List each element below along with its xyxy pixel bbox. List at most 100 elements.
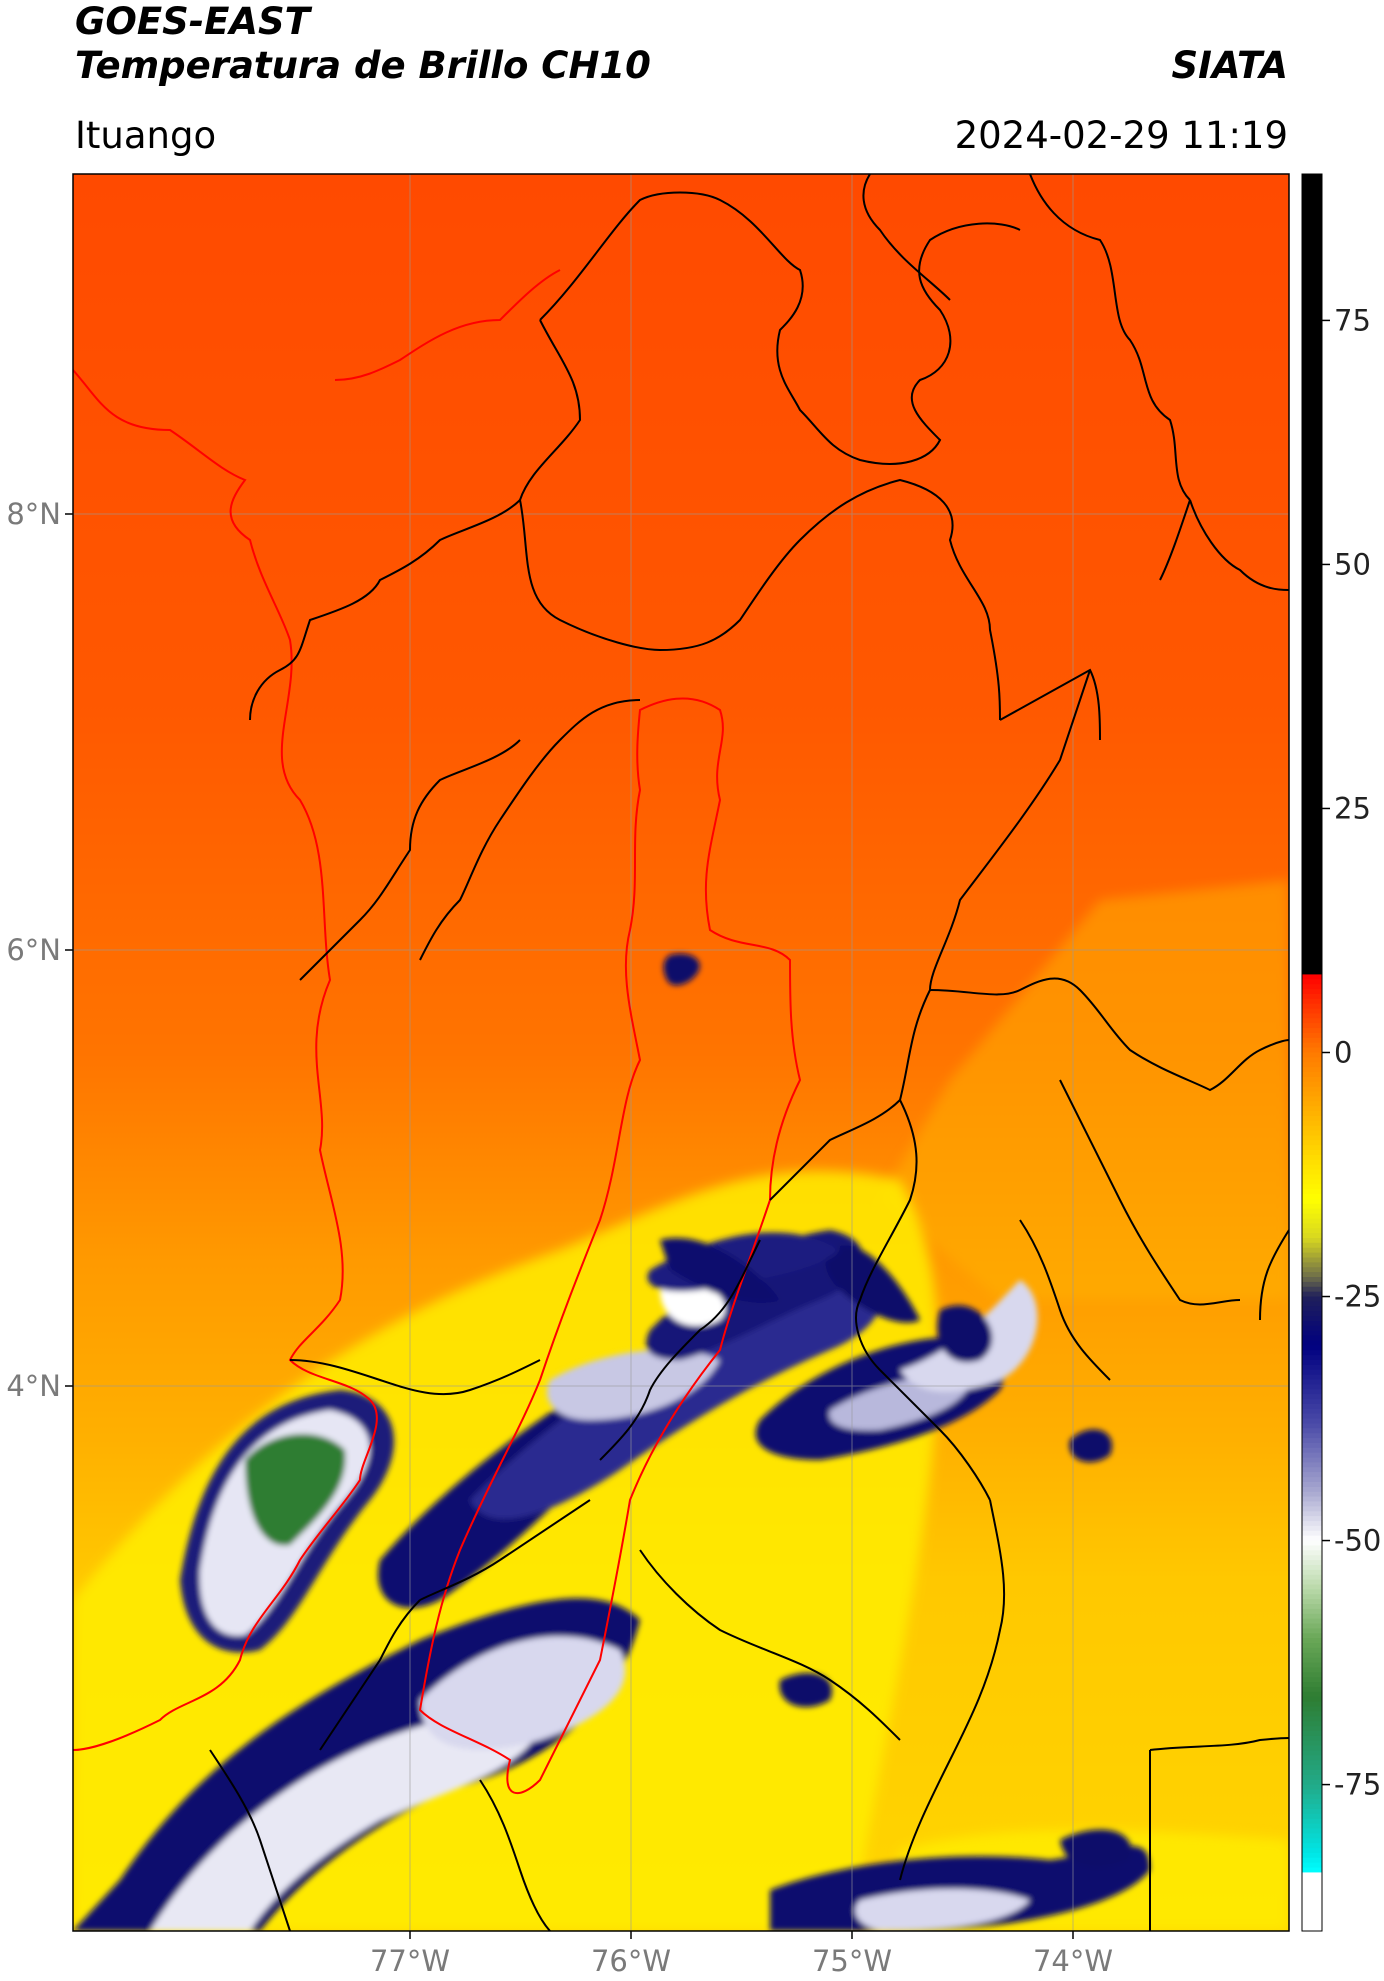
colorbar-segment [1302, 1774, 1322, 1781]
colorbar-segment [1302, 1516, 1322, 1522]
colorbar-segment [1302, 1852, 1322, 1859]
colorbar-segment [1302, 1003, 1322, 1010]
colorbar-segment [1302, 754, 1322, 761]
colorbar-segment [1302, 1877, 1322, 1883]
colorbar-segment [1302, 1530, 1322, 1537]
colorbar-segment [1302, 774, 1322, 780]
colorbar-segment [1302, 1838, 1322, 1844]
colorbar-segment [1302, 964, 1322, 971]
colorbar-segment [1302, 1028, 1322, 1034]
colorbar-segment [1302, 705, 1322, 712]
colorbar-segment [1302, 1096, 1322, 1102]
colorbar-segment [1302, 842, 1322, 849]
colorbar-segment [1302, 1198, 1322, 1205]
colorbar-segment [1302, 1369, 1322, 1376]
colorbar-segment [1302, 544, 1322, 551]
colorbar-segment [1302, 208, 1322, 214]
colorbar-segment [1302, 603, 1322, 609]
colorbar-segment [1302, 222, 1322, 229]
colorbar-segment [1302, 1823, 1322, 1830]
colorbar-segment [1302, 896, 1322, 902]
colorbar-segment [1302, 803, 1322, 810]
colorbar-segment [1302, 1872, 1322, 1878]
colorbar-segment [1302, 940, 1322, 946]
colorbar-segment [1302, 217, 1322, 224]
colorbar-segment [1302, 696, 1322, 702]
colorbar-segment [1302, 993, 1322, 1000]
colorbar-segment [1302, 920, 1322, 927]
colorbar-segment [1302, 1584, 1322, 1590]
colorbar-segment [1302, 984, 1322, 990]
colorbar-segment [1302, 247, 1322, 253]
colorbar-segment [1302, 1804, 1322, 1810]
organization-label: SIATA [1171, 44, 1288, 87]
colorbar-segment [1302, 1272, 1322, 1278]
colorbar-segment [1302, 1164, 1322, 1171]
colorbar-segment [1302, 1423, 1322, 1429]
colorbar-segment [1302, 437, 1322, 444]
colorbar-segment [1302, 1042, 1322, 1049]
colorbar-segment [1302, 1433, 1322, 1439]
colorbar-segment [1302, 1686, 1322, 1693]
colorbar-segment [1302, 530, 1322, 536]
colorbar-segment [1302, 496, 1322, 502]
colorbar-segment [1302, 1589, 1322, 1595]
colorbar-segment [1302, 286, 1322, 292]
colorbar-segment [1302, 300, 1322, 307]
colorbar-segment [1302, 1091, 1322, 1098]
longitude-axis: 77°W 76°W 75°W 74°W [370, 1931, 1113, 1978]
colorbar-segment [1302, 974, 1322, 980]
lat-tick-label: 6°N [6, 933, 61, 967]
colorbar-segment [1302, 1730, 1322, 1737]
colorbar-segment [1302, 1408, 1322, 1415]
colorbar-segment [1302, 540, 1322, 546]
colorbar-segment [1302, 471, 1322, 478]
colorbar-segment [1302, 1150, 1322, 1156]
colorbar-segment [1302, 969, 1322, 976]
colorbar-segment [1302, 174, 1322, 180]
colorbar-segment [1302, 1467, 1322, 1473]
colorbar-segment [1302, 1438, 1322, 1444]
colorbar-segment [1302, 1623, 1322, 1630]
colorbar-segment [1302, 1574, 1322, 1581]
colorbar-segment [1302, 198, 1322, 204]
colorbar-segment [1302, 1413, 1322, 1420]
colorbar-segment [1302, 393, 1322, 400]
colorbar-segment [1302, 335, 1322, 341]
yellow-zone-east [880, 880, 1289, 1300]
map-frame [72, 173, 1290, 1932]
colorbar-segment [1302, 1233, 1322, 1239]
colorbar-segment [1302, 266, 1322, 273]
colorbar-segment [1302, 769, 1322, 775]
colorbar-segment [1302, 1794, 1322, 1800]
colorbar-segment [1302, 1755, 1322, 1761]
colorbar-segment [1302, 452, 1322, 458]
colorbar-segment [1302, 383, 1322, 390]
colorbar-segment [1302, 1701, 1322, 1708]
colorbar-segment [1302, 359, 1322, 365]
colorbar-segment [1302, 193, 1322, 200]
colorbar-segment [1302, 1447, 1322, 1454]
colorbar-segment [1302, 1652, 1322, 1659]
latitude-axis: 8°N 6°N 4°N [6, 497, 73, 1403]
colorbar-segment [1302, 1564, 1322, 1571]
colorbar-tick-label: -25 [1334, 1280, 1381, 1314]
colorbar-segment [1302, 1828, 1322, 1834]
colorbar-segment [1302, 1511, 1322, 1517]
colorbar-segment [1302, 1808, 1322, 1815]
colorbar-segment [1302, 1364, 1322, 1371]
colorbar-segment [1302, 315, 1322, 322]
colorbar-segment [1302, 1389, 1322, 1395]
map-panel [73, 174, 1289, 1931]
colorbar-segment [1302, 1535, 1322, 1542]
colorbar-segment [1302, 1638, 1322, 1644]
colorbar-segment [1302, 261, 1322, 268]
colorbar-segment [1302, 1213, 1322, 1220]
colorbar-segment [1302, 1125, 1322, 1132]
colorbar-segment [1302, 466, 1322, 473]
colorbar-segment [1302, 1760, 1322, 1766]
colorbar-segment [1302, 1115, 1322, 1122]
colorbar-segment [1302, 1867, 1322, 1874]
colorbar-segment [1302, 242, 1322, 248]
